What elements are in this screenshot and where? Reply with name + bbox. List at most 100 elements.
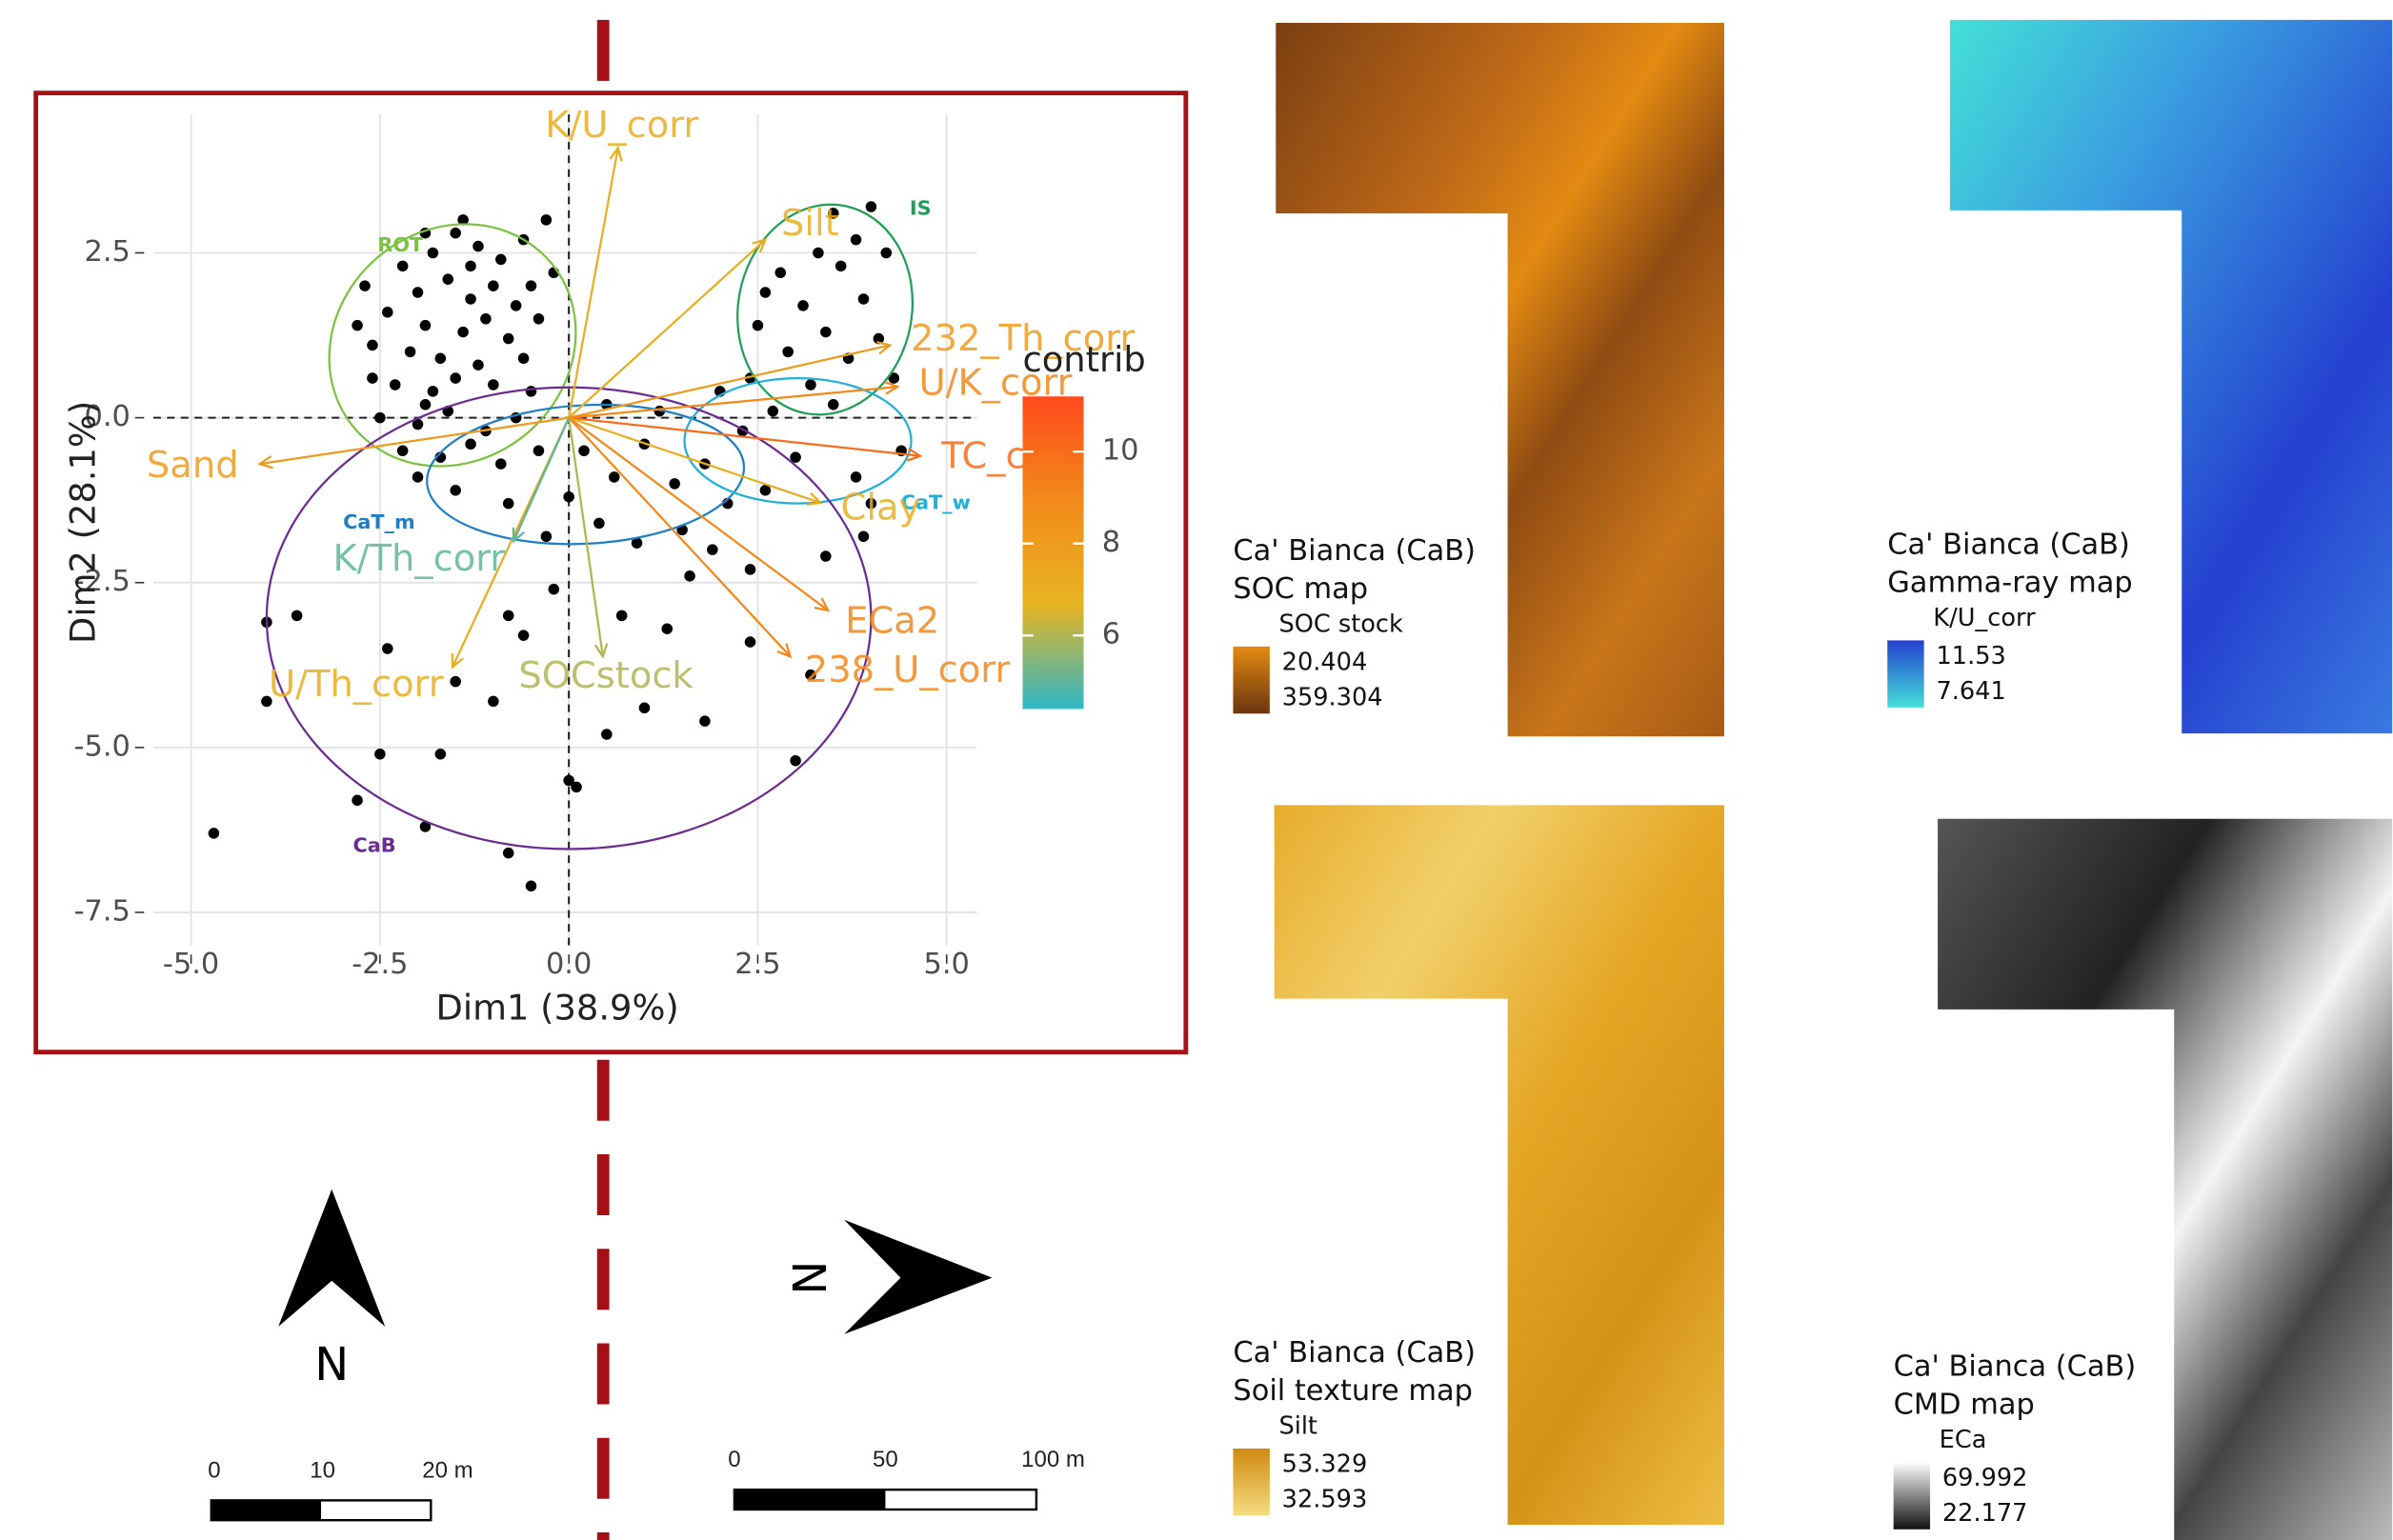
point: [858, 531, 870, 543]
point: [359, 280, 371, 291]
point: [820, 327, 832, 338]
group-label: ROT: [377, 233, 424, 256]
arrow-label: SOCstock: [518, 654, 694, 697]
y-axis-title: Dim2 (28.1%): [62, 401, 103, 644]
point: [699, 715, 711, 727]
point: [533, 445, 545, 456]
point: [835, 261, 847, 272]
point: [541, 214, 553, 226]
point: [526, 386, 537, 397]
point: [518, 353, 530, 365]
north-arrow: [278, 1190, 385, 1327]
legend-value: 20.404: [1282, 648, 1368, 676]
arrow-label: K/Th_corr: [332, 537, 505, 580]
scale-label: 10: [310, 1457, 335, 1483]
point: [450, 485, 461, 496]
point: [745, 636, 756, 648]
point: [511, 300, 522, 311]
point: [881, 248, 893, 259]
map-variable: K/U_corr: [1933, 604, 2036, 632]
north-label: N: [314, 1338, 349, 1391]
legend-value: 22.177: [1942, 1499, 2028, 1528]
point: [435, 749, 447, 760]
point: [397, 445, 409, 456]
chart-frame: [36, 93, 1186, 1052]
point: [450, 228, 461, 239]
legend-value: 69.992: [1942, 1464, 2028, 1492]
point: [518, 630, 530, 641]
point: [813, 248, 824, 259]
point: [390, 379, 401, 390]
point: [578, 445, 590, 456]
point: [601, 729, 613, 740]
scale-label: 0: [728, 1447, 740, 1472]
point: [851, 471, 862, 483]
map-site: Ca' Bianca (CaB): [1233, 1336, 1476, 1370]
map-site: Ca' Bianca (CaB): [1887, 529, 2130, 562]
group-label: CaT_m: [343, 510, 415, 533]
point: [405, 347, 416, 358]
group-label: CaB: [352, 834, 395, 857]
point: [745, 564, 756, 575]
x-tick-label: 5.0: [924, 948, 970, 981]
colorbar-label: 6: [1102, 618, 1120, 651]
point: [420, 399, 432, 410]
point: [760, 287, 772, 298]
legend-swatch: [1233, 1449, 1269, 1515]
arrow-label: K/U_corr: [545, 104, 698, 147]
point: [428, 386, 439, 397]
point: [209, 828, 220, 839]
point: [488, 379, 499, 390]
point: [503, 610, 514, 622]
silt-map: [1275, 805, 1724, 1525]
scale-label: 50: [873, 1447, 898, 1472]
map-variable: ECa: [1940, 1426, 1987, 1454]
arrow-label: U/Th_corr: [269, 663, 444, 706]
point: [495, 458, 507, 470]
point: [828, 399, 839, 410]
point: [480, 313, 492, 325]
point: [457, 327, 469, 338]
group-label: IS: [910, 196, 932, 219]
map-variable: Silt: [1278, 1412, 1317, 1441]
scale-label: 100 m: [1021, 1447, 1085, 1472]
point: [488, 280, 499, 291]
map-title: CMD map: [1894, 1389, 2035, 1422]
figure: -5.0-2.50.02.55.0-7.5-5.0-2.50.02.5Dim1 …: [0, 0, 2393, 1540]
y-tick-label: -7.5: [74, 894, 131, 928]
point: [858, 293, 870, 305]
point: [292, 610, 303, 622]
point: [593, 518, 605, 530]
scale-label: 20 m: [422, 1457, 473, 1483]
point: [526, 881, 537, 892]
map-title: SOC map: [1233, 572, 1368, 606]
point: [450, 372, 461, 384]
point: [374, 412, 386, 424]
point: [382, 307, 393, 318]
north-arrow: [844, 1220, 992, 1334]
map-title: Soil texture map: [1233, 1374, 1473, 1408]
legend-value: 32.593: [1282, 1485, 1368, 1513]
point: [488, 696, 499, 708]
point: [790, 755, 801, 767]
point: [609, 471, 620, 483]
point: [549, 584, 560, 595]
legend-value: 7.641: [1936, 677, 2005, 706]
point: [435, 353, 447, 365]
point: [797, 300, 809, 311]
point: [465, 293, 476, 305]
legend-title: contrib: [1022, 339, 1145, 380]
point: [669, 478, 680, 490]
point: [851, 234, 862, 246]
map-title: Gamma-ray map: [1887, 567, 2132, 600]
point: [495, 254, 507, 266]
scale-bar: [211, 1500, 321, 1520]
arrow-label: Clay: [841, 487, 921, 530]
point: [541, 531, 553, 543]
point: [382, 643, 393, 654]
point: [465, 261, 476, 272]
page: -5.0-2.50.02.55.0-7.5-5.0-2.50.02.5Dim1 …: [0, 0, 2393, 1540]
point: [684, 570, 695, 582]
point: [473, 241, 484, 252]
north-label: N: [784, 1261, 837, 1295]
